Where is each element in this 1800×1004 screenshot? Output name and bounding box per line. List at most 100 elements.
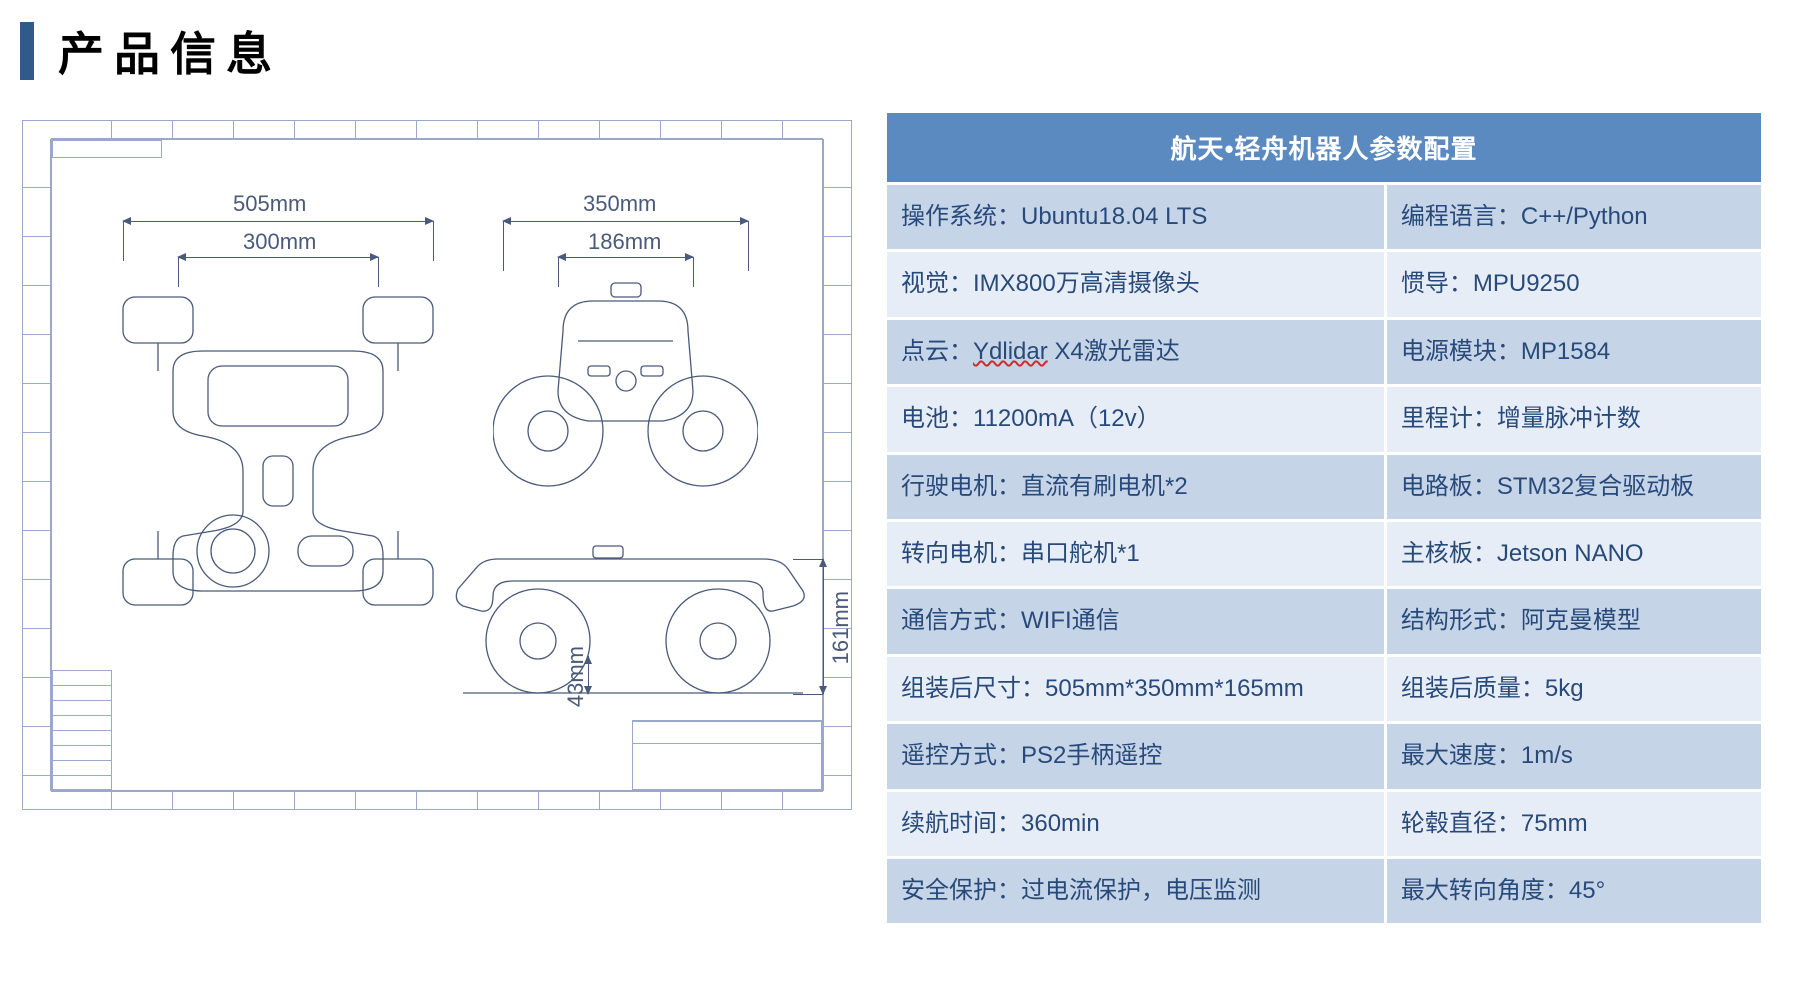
spec-cell: 视觉：IMX800万高清摄像头 bbox=[886, 251, 1386, 318]
drawing-revision-block bbox=[52, 670, 112, 790]
spec-label: 惯导： bbox=[1401, 270, 1473, 297]
spec-label: 组装后质量： bbox=[1401, 675, 1545, 702]
ext-line bbox=[793, 694, 823, 695]
spec-value: MPU9250 bbox=[1473, 270, 1580, 297]
spec-value: 串口舵机*1 bbox=[1021, 540, 1140, 567]
spec-label: 轮毂直径： bbox=[1401, 810, 1521, 837]
dim-label-300: 300mm bbox=[243, 229, 316, 255]
spec-table-row: 点云：Ydlidar X4激光雷达电源模块：MP1584 bbox=[886, 318, 1763, 385]
dim-label-43: 43mm bbox=[563, 646, 589, 707]
spec-value: 1m/s bbox=[1521, 742, 1573, 769]
spec-label: 操作系统： bbox=[901, 203, 1021, 230]
spec-table-row: 转向电机：串口舵机*1主核板：Jetson NANO bbox=[886, 520, 1763, 587]
spec-cell: 续航时间：360min bbox=[886, 790, 1386, 857]
spec-value: WIFI通信 bbox=[1021, 607, 1120, 634]
spec-cell: 主核板：Jetson NANO bbox=[1385, 520, 1762, 587]
spec-value: 5kg bbox=[1545, 675, 1584, 702]
spec-label: 电源模块： bbox=[1401, 338, 1521, 365]
spec-cell: 操作系统：Ubuntu18.04 LTS bbox=[886, 184, 1386, 251]
drawing-ruler-bottom bbox=[51, 791, 823, 809]
spec-table-row: 行驶电机：直流有刷电机*2电路板：STM32复合驱动板 bbox=[886, 453, 1763, 520]
spec-table: 航天•轻舟机器人参数配置 操作系统：Ubuntu18.04 LTS编程语言：C+… bbox=[884, 110, 1764, 926]
drawing-ruler-left bbox=[23, 139, 51, 791]
spec-label: 安全保护： bbox=[901, 877, 1021, 904]
spec-label: 编程语言： bbox=[1401, 203, 1521, 230]
spec-value: Jetson NANO bbox=[1497, 540, 1644, 567]
spec-value: 75mm bbox=[1521, 810, 1588, 837]
spec-label: 主核板： bbox=[1401, 540, 1497, 567]
spec-cell: 行驶电机：直流有刷电机*2 bbox=[886, 453, 1386, 520]
spec-value: 增量脉冲计数 bbox=[1497, 405, 1641, 432]
spec-cell: 编程语言：C++/Python bbox=[1385, 184, 1762, 251]
spec-value: 直流有刷电机*2 bbox=[1021, 473, 1188, 500]
ext-line bbox=[503, 221, 504, 271]
spec-label: 续航时间： bbox=[901, 810, 1021, 837]
spec-cell: 遥控方式：PS2手柄遥控 bbox=[886, 723, 1386, 790]
ext-line bbox=[793, 559, 823, 560]
spec-cell: 安全保护：过电流保护，电压监测 bbox=[886, 857, 1386, 924]
spec-value: 505mm*350mm*165mm bbox=[1045, 675, 1304, 702]
drawing-title-block bbox=[632, 720, 822, 790]
spec-cell: 组装后质量：5kg bbox=[1385, 655, 1762, 722]
spec-label: 电池： bbox=[901, 405, 973, 432]
ext-line bbox=[123, 221, 124, 261]
robot-top-view bbox=[113, 271, 443, 631]
spec-value: 阿克曼模型 bbox=[1521, 607, 1641, 634]
dim-line-186 bbox=[558, 257, 693, 258]
spec-cell: 点云：Ydlidar X4激光雷达 bbox=[886, 318, 1386, 385]
title-accent bbox=[20, 22, 34, 80]
spec-label: 组装后尺寸： bbox=[901, 675, 1045, 702]
spec-table-row: 操作系统：Ubuntu18.04 LTS编程语言：C++/Python bbox=[886, 184, 1763, 251]
dim-line-505 bbox=[123, 221, 433, 222]
ext-line bbox=[748, 221, 749, 271]
spec-label: 最大转向角度： bbox=[1401, 877, 1569, 904]
spec-cell: 结构形式：阿克曼模型 bbox=[1385, 588, 1762, 655]
spec-value: Ubuntu18.04 LTS bbox=[1021, 203, 1207, 230]
robot-front-view bbox=[493, 271, 758, 501]
spec-label: 电路板： bbox=[1401, 473, 1497, 500]
spec-value: 45° bbox=[1569, 877, 1605, 904]
spec-value: IMX800万高清摄像头 bbox=[973, 270, 1200, 297]
spec-cell: 电路板：STM32复合驱动板 bbox=[1385, 453, 1762, 520]
spec-table-row: 电池：11200mA（12v）里程计：增量脉冲计数 bbox=[886, 386, 1763, 453]
dim-line-350 bbox=[503, 221, 748, 222]
spec-table-row: 通信方式：WIFI通信结构形式：阿克曼模型 bbox=[886, 588, 1763, 655]
spec-value: 过电流保护，电压监测 bbox=[1021, 877, 1261, 904]
spec-label: 点云： bbox=[901, 338, 973, 365]
spec-cell: 电池：11200mA（12v） bbox=[886, 386, 1386, 453]
spec-value: 360min bbox=[1021, 810, 1100, 837]
dim-line-300 bbox=[178, 257, 378, 258]
spec-label: 遥控方式： bbox=[901, 742, 1021, 769]
spec-cell: 惯导：MPU9250 bbox=[1385, 251, 1762, 318]
robot-side-view bbox=[443, 521, 813, 696]
spec-table-header: 航天•轻舟机器人参数配置 bbox=[886, 112, 1763, 184]
spec-cell: 通信方式：WIFI通信 bbox=[886, 588, 1386, 655]
spec-table-row: 遥控方式：PS2手柄遥控最大速度：1m/s bbox=[886, 723, 1763, 790]
spec-table-row: 视觉：IMX800万高清摄像头惯导：MPU9250 bbox=[886, 251, 1763, 318]
dim-line-161 bbox=[823, 559, 824, 694]
drawing-ruler-top bbox=[51, 121, 823, 139]
spec-cell: 最大转向角度：45° bbox=[1385, 857, 1762, 924]
title-bar: 产品信息 bbox=[20, 18, 282, 84]
dim-label-350: 350mm bbox=[583, 191, 656, 217]
spec-value: C++/Python bbox=[1521, 203, 1648, 230]
engineering-drawing-frame: 505mm 300mm 350mm 186mm bbox=[22, 120, 852, 810]
drawing-ruler-right bbox=[823, 139, 851, 791]
spec-label: 结构形式： bbox=[1401, 607, 1521, 634]
drawing-header-block bbox=[52, 140, 162, 158]
dim-label-505: 505mm bbox=[233, 191, 306, 217]
spec-label: 行驶电机： bbox=[901, 473, 1021, 500]
spec-label: 视觉： bbox=[901, 270, 973, 297]
spec-label: 通信方式： bbox=[901, 607, 1021, 634]
spec-table-row: 组装后尺寸：505mm*350mm*165mm 组装后质量：5kg bbox=[886, 655, 1763, 722]
page-title: 产品信息 bbox=[58, 18, 282, 84]
spec-table-row: 续航时间：360min轮毂直径：75mm bbox=[886, 790, 1763, 857]
spec-label: 里程计： bbox=[1401, 405, 1497, 432]
spec-value: 11200mA（12v） bbox=[973, 405, 1161, 432]
spec-table-row: 安全保护：过电流保护，电压监测最大转向角度：45° bbox=[886, 857, 1763, 924]
spec-cell: 轮毂直径：75mm bbox=[1385, 790, 1762, 857]
spec-cell: 里程计：增量脉冲计数 bbox=[1385, 386, 1762, 453]
spec-cell: 最大速度：1m/s bbox=[1385, 723, 1762, 790]
spec-value: MP1584 bbox=[1521, 338, 1610, 365]
dim-label-161: 161mm bbox=[828, 591, 854, 664]
